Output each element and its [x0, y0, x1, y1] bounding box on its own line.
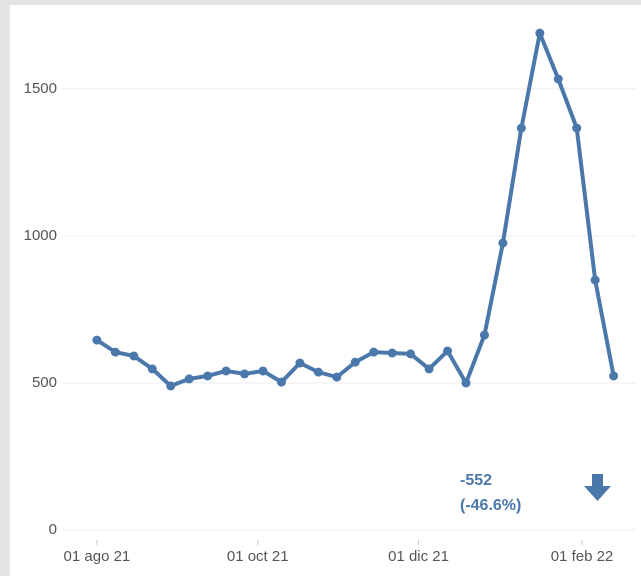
- point: [203, 371, 213, 381]
- point: [535, 28, 545, 38]
- point: [276, 377, 286, 387]
- point: [498, 238, 508, 248]
- point: [479, 330, 489, 340]
- y-tick-label: 0: [49, 521, 57, 538]
- point: [129, 351, 139, 361]
- annotation: (-46.6%): [460, 497, 521, 514]
- y-tick-label: 500: [32, 374, 57, 391]
- point: [516, 123, 526, 133]
- point: [590, 275, 600, 285]
- point: [240, 369, 250, 379]
- point: [443, 346, 453, 356]
- point: [609, 371, 619, 381]
- point: [369, 347, 379, 357]
- point: [313, 367, 323, 377]
- point: [110, 347, 120, 357]
- y-tick-label: 1500: [24, 80, 57, 97]
- point: [184, 374, 194, 384]
- point: [553, 74, 563, 84]
- point: [424, 364, 434, 374]
- point: [221, 366, 231, 376]
- point: [387, 348, 397, 358]
- point: [572, 123, 582, 133]
- point: [92, 335, 102, 345]
- down-arrow-icon: [584, 474, 611, 501]
- point: [350, 357, 360, 367]
- point: [258, 366, 268, 376]
- point: [295, 358, 305, 368]
- panel: [10, 5, 641, 576]
- x-tick-label: 01 dic 21: [388, 548, 449, 565]
- x-tick-label: 01 feb 22: [551, 548, 614, 565]
- point: [332, 372, 342, 382]
- annotation: -552: [460, 472, 492, 489]
- y-tick-label: 1000: [24, 227, 57, 244]
- x-tick-label: 01 ago 21: [64, 548, 131, 565]
- point: [461, 378, 471, 388]
- x-tick-label: 01 oct 21: [227, 548, 289, 565]
- point: [147, 364, 157, 374]
- point: [406, 349, 416, 359]
- point: [166, 381, 176, 391]
